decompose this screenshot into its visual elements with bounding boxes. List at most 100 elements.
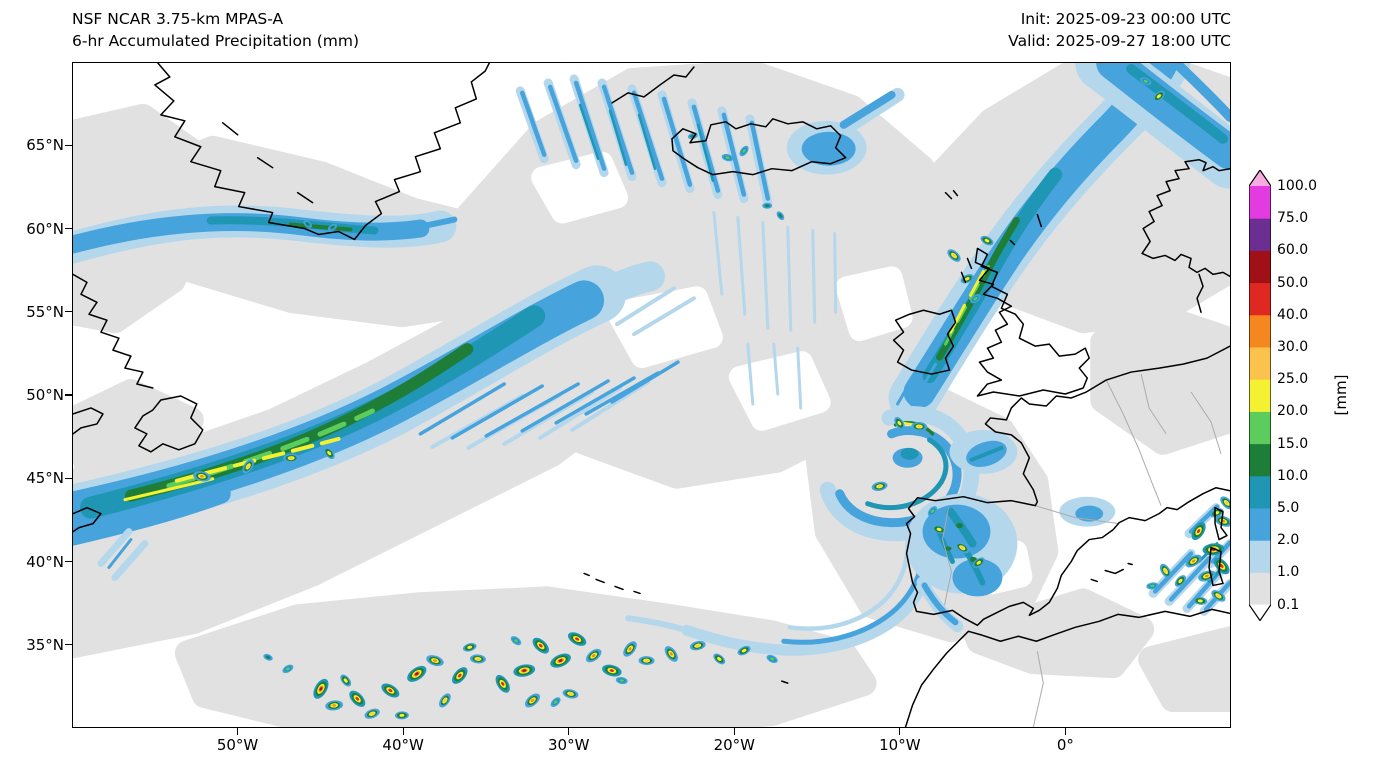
east-greenland-fragment [611,66,695,104]
newfoundland-coast [134,395,204,453]
colorbar-segment [1249,218,1271,251]
precip-iberia [905,493,1116,633]
y-axis-tick-label: 35°N [26,635,64,654]
x-axis-tick-label: 30°W [547,736,590,754]
x-axis-tick-label: 0° [1056,736,1074,754]
precip-cell [513,664,536,677]
colorbar-tick-label: 50.0 [1277,274,1309,291]
precip-cell [426,655,444,667]
precip-cell [585,648,602,663]
colorbar-segment [1249,282,1271,316]
x-axis-tick-label: 50°W [216,736,259,754]
precip-cell [737,645,751,656]
y-axis-tick-label: 50°N [26,386,64,404]
iceland-coast [671,118,847,176]
scottish-isles [960,213,1043,284]
model-name: NSF NCAR 3.75-km MPAS-A [72,10,284,28]
colorbar-tick-label: 25.0 [1277,371,1309,388]
map-panel [72,62,1231,728]
denmark-coast [1196,273,1204,313]
precip-cell [1140,77,1152,86]
precip-cell [562,689,579,699]
precip-cell [615,676,628,685]
precip-cell [452,667,468,684]
colorbar-over-arrow [1249,170,1271,186]
colorbar-segment [1249,411,1271,445]
precip-cell [1213,557,1230,575]
y-axis-tick-mark [65,560,72,563]
y-axis-tick-mark [65,394,72,396]
colorbar-under-arrow [1249,604,1271,621]
precip-cell [1191,522,1206,541]
precip-cell [1211,590,1226,602]
precip-cell [739,145,749,157]
x-axis-tick-label: 40°W [382,736,424,754]
precip-cell [1159,563,1172,579]
y-axis-tick-label: 55°N [26,302,64,321]
precip-cell [664,646,678,662]
precip-cell [689,640,706,651]
ireland-coast [892,309,957,375]
colorbar-tick-label: 20.0 [1277,403,1309,420]
precip-cell [567,632,587,646]
y-axis-tick-mark [65,227,72,230]
x-axis-tick-mark [236,728,239,735]
figure-title: NSF NCAR 3.75-km MPAS-A 6-hr Accumulated… [72,8,359,53]
precip-convective-cells [193,77,1230,720]
precip-cell [972,557,985,568]
y-axis-tick-mark [65,144,72,146]
precip-cell [1214,515,1230,527]
precip-cell [1193,596,1208,605]
colorbar-tick-label: 30.0 [1277,339,1309,355]
x-axis-tick-mark [402,728,404,735]
precip-cell [282,664,294,674]
x-axis-tick-mark [733,728,735,735]
colorbar-segment [1249,186,1271,219]
precip-cell [947,249,961,262]
precip-cell [766,654,778,664]
country-borders [941,373,1222,727]
colorbar-segment [1249,443,1271,477]
precip-cell [349,690,366,707]
precip-cell [439,693,451,708]
colorbar-segment [1249,250,1271,284]
colorbar-tick-label: 10.0 [1277,467,1309,484]
colorbar-tick-label: 5.0 [1277,500,1300,516]
colorbar-segment [1249,379,1271,412]
colorbar-tick-label: 2.0 [1277,532,1300,549]
precip-cell [955,542,970,554]
precip-cell [532,637,549,654]
gulf-st-lawrence [73,407,104,533]
madeira-island [781,680,789,684]
precip-cell [323,447,335,460]
colorbar-tick-label: 60.0 [1277,242,1309,259]
precip-cell [550,697,561,707]
init-time: Init: 2025-09-23 00:00 UTC [1020,10,1231,28]
precip-cell [602,664,622,677]
precip-cell [364,708,380,719]
y-axis-tick-label: 65°N [26,136,64,155]
colorbar-segment [1249,508,1271,541]
precip-cell [263,653,273,661]
precip-cell [313,678,329,699]
labrador-coast [73,273,154,389]
x-axis-tick-mark [899,728,901,735]
colorbar-segment [1249,540,1271,573]
precip-cell [327,223,338,231]
precip-west-streaks [97,528,149,581]
greenland-coast [154,63,491,241]
corsica-coast [1214,506,1228,541]
precip-cell [638,656,655,666]
greenland-fjords [221,122,314,204]
azores-islands [583,572,641,595]
norway-coast [1141,158,1230,255]
colorbar-tick-label: 1.0 [1277,564,1300,581]
precip-cell [1202,543,1225,556]
precip-cell [242,459,255,474]
precip-cell [1146,582,1159,590]
x-axis-tick-label: 10°W [879,736,921,754]
precipitation-map [73,63,1230,727]
colorbar-tick-label: 75.0 [1277,210,1309,227]
colorbar-unit-label: [mm] [1332,374,1350,416]
